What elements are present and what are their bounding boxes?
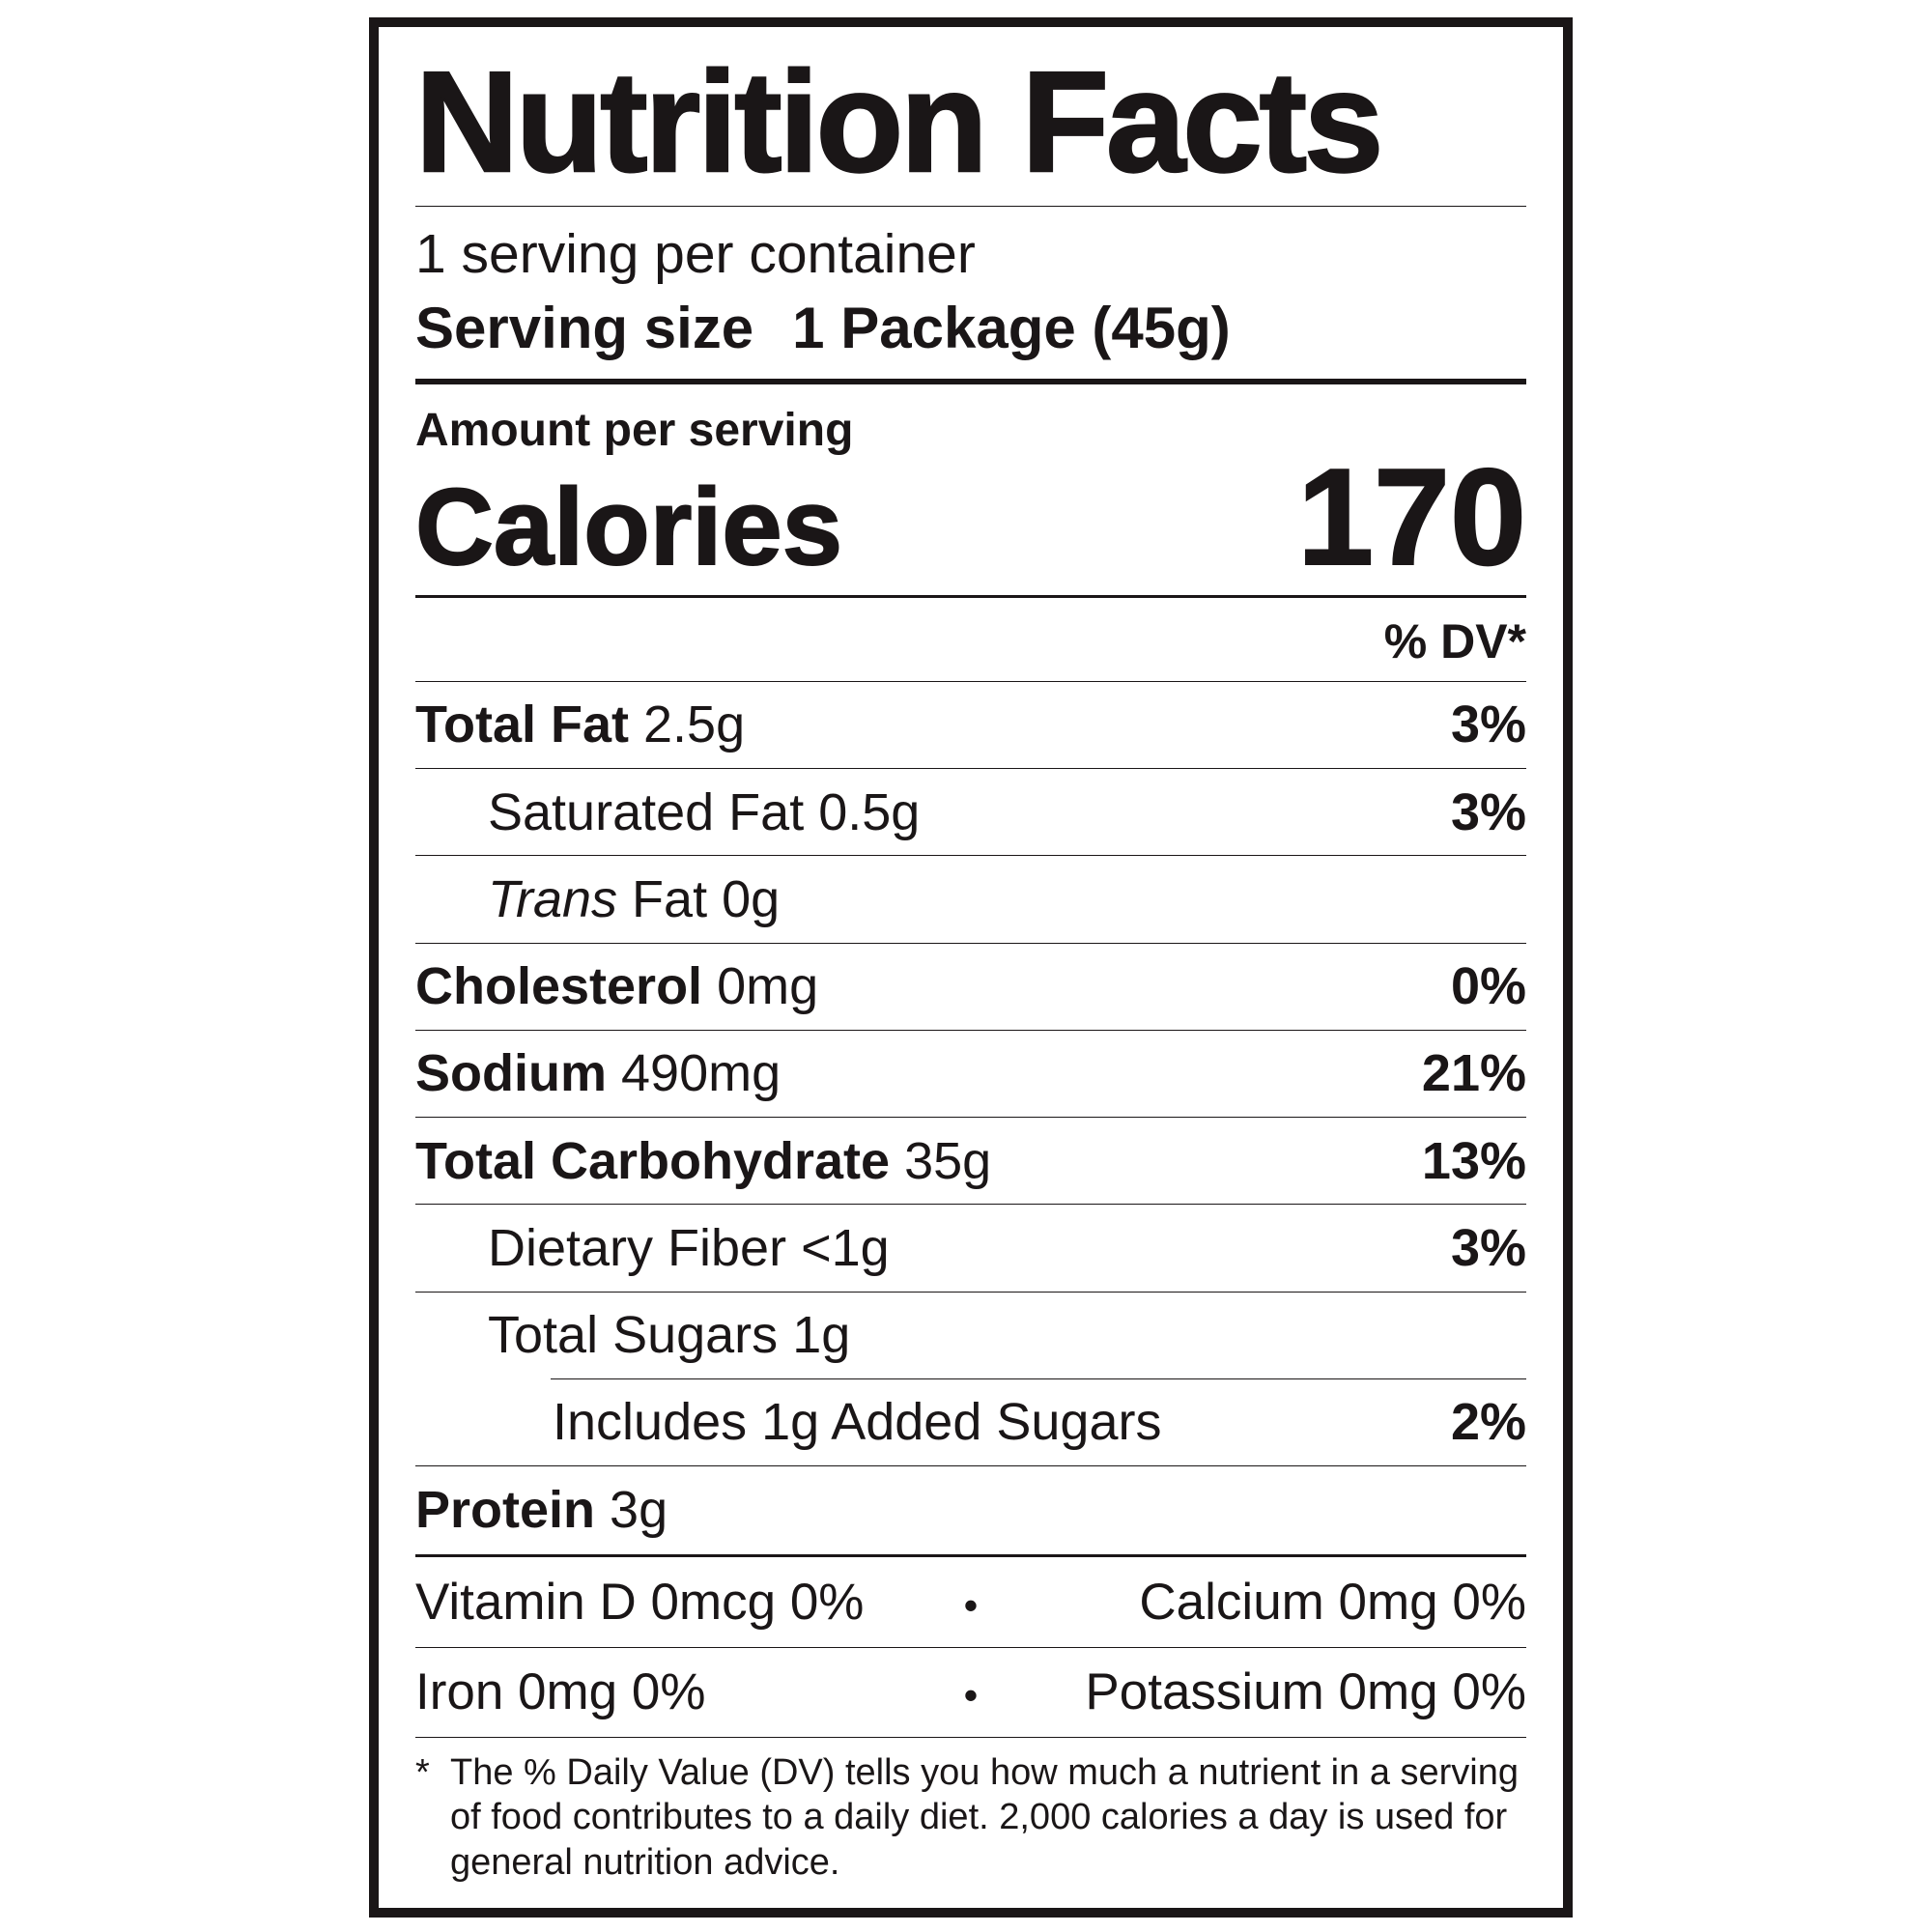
footnote-line: The % Daily Value (DV) tells you how muc… — [450, 1751, 1520, 1793]
nutrient-amount: 0mg — [717, 957, 819, 1016]
daily-value-header: % DV* — [1383, 613, 1526, 668]
nutrient-amount: <1g — [801, 1218, 890, 1277]
nutrient-row-sodium: Sodium 490mg 21% — [415, 1030, 1526, 1117]
calcium-value: Calcium 0mg 0% — [1139, 1574, 1526, 1632]
nutrient-name: Total Sugars — [488, 1306, 779, 1365]
nutrient-daily-value: 3% — [1450, 696, 1526, 754]
nutrient-row-protein: Protein 3g — [415, 1466, 1526, 1553]
footnote-marker: * — [415, 1751, 430, 1793]
medium-bar-divider — [415, 595, 1526, 598]
nutrient-name: Sodium — [415, 1044, 607, 1103]
nutrient-name: Total Fat — [415, 696, 629, 754]
servings-per-container: 1 serving per container — [415, 223, 976, 286]
serving-size-row: Serving size 1 Package (45g) — [415, 295, 1526, 361]
nutrient-amount: 1g — [792, 1306, 851, 1365]
nutrient-daily-value: 3% — [1450, 782, 1526, 841]
nutrient-amount: 490mg — [621, 1044, 781, 1103]
nutrient-name-italic: Trans — [488, 869, 618, 928]
footnote-line: of food contributes to a daily diet. 2,0… — [450, 1797, 1508, 1838]
label-title: Nutrition Facts — [414, 43, 1385, 202]
amount-per-serving-label: Amount per serving — [415, 404, 854, 456]
micronutrient-row-1: Vitamin D 0mcg 0% • Calcium 0mg 0% — [415, 1557, 1526, 1647]
nutrient-name: Saturated Fat — [488, 782, 805, 841]
nutrient-amount: 3g — [610, 1480, 668, 1539]
nutrient-amount: 0g — [722, 869, 781, 928]
vitamin-d-value: Vitamin D 0mcg 0% — [415, 1574, 865, 1632]
iron-value: Iron 0mg 0% — [415, 1663, 706, 1721]
nutrient-row-added-sugars: Includes 1g Added Sugars 2% — [415, 1378, 1526, 1465]
nutrient-name: Protein — [415, 1480, 596, 1539]
nutrient-name: Total Carbohydrate — [415, 1131, 891, 1190]
nutrient-daily-value: 0% — [1450, 957, 1526, 1016]
nutrient-row-total-sugars: Total Sugars 1g — [415, 1292, 1526, 1378]
nutrition-facts-label: Nutrition Facts 1 serving per container … — [369, 17, 1573, 1918]
calories-label: Calories — [414, 466, 843, 587]
nutrient-row-trans-fat: Trans Fat 0g — [415, 856, 1526, 943]
nutrient-amount: 35g — [904, 1131, 992, 1190]
nutrient-name: Fat — [632, 869, 708, 928]
serving-size-value: 1 Package (45g) — [792, 295, 1231, 360]
thick-bar-divider — [415, 378, 1526, 384]
nutrient-row-cholesterol: Cholesterol 0mg 0% — [415, 943, 1526, 1030]
bullet-separator: • — [963, 1672, 979, 1719]
nutrient-daily-value: 2% — [1450, 1393, 1526, 1452]
daily-value-footnote: * The % Daily Value (DV) tells you how m… — [415, 1750, 1526, 1885]
nutrient-amount: 0.5g — [818, 782, 921, 841]
footnote-line: general nutrition advice. — [450, 1841, 840, 1883]
nutrient-name: Cholesterol — [415, 957, 703, 1016]
nutrient-daily-value: 13% — [1421, 1131, 1526, 1190]
serving-size-label: Serving size — [415, 295, 754, 360]
nutrient-row-total-carbohydrate: Total Carbohydrate 35g 13% — [415, 1118, 1526, 1205]
small-bar-divider — [415, 1554, 1526, 1558]
nutrient-daily-value: 21% — [1421, 1044, 1526, 1103]
calories-row: Calories 170 — [414, 440, 1527, 594]
nutrient-amount: 2.5g — [643, 696, 746, 754]
nutrient-row-saturated-fat: Saturated Fat 0.5g 3% — [415, 769, 1526, 856]
micronutrient-row-2: Iron 0mg 0% • Potassium 0mg 0% — [415, 1647, 1526, 1737]
nutrient-row-dietary-fiber: Dietary Fiber <1g 3% — [415, 1205, 1526, 1292]
nutrient-name: Dietary Fiber — [488, 1218, 787, 1277]
nutrient-name: Includes 1g Added Sugars — [553, 1393, 1162, 1452]
bullet-separator: • — [963, 1582, 979, 1629]
nutrient-row-total-fat: Total Fat 2.5g 3% — [415, 681, 1526, 768]
nutrient-daily-value: 3% — [1450, 1218, 1526, 1277]
calories-value: 170 — [1296, 440, 1527, 594]
potassium-value: Potassium 0mg 0% — [1085, 1663, 1526, 1721]
